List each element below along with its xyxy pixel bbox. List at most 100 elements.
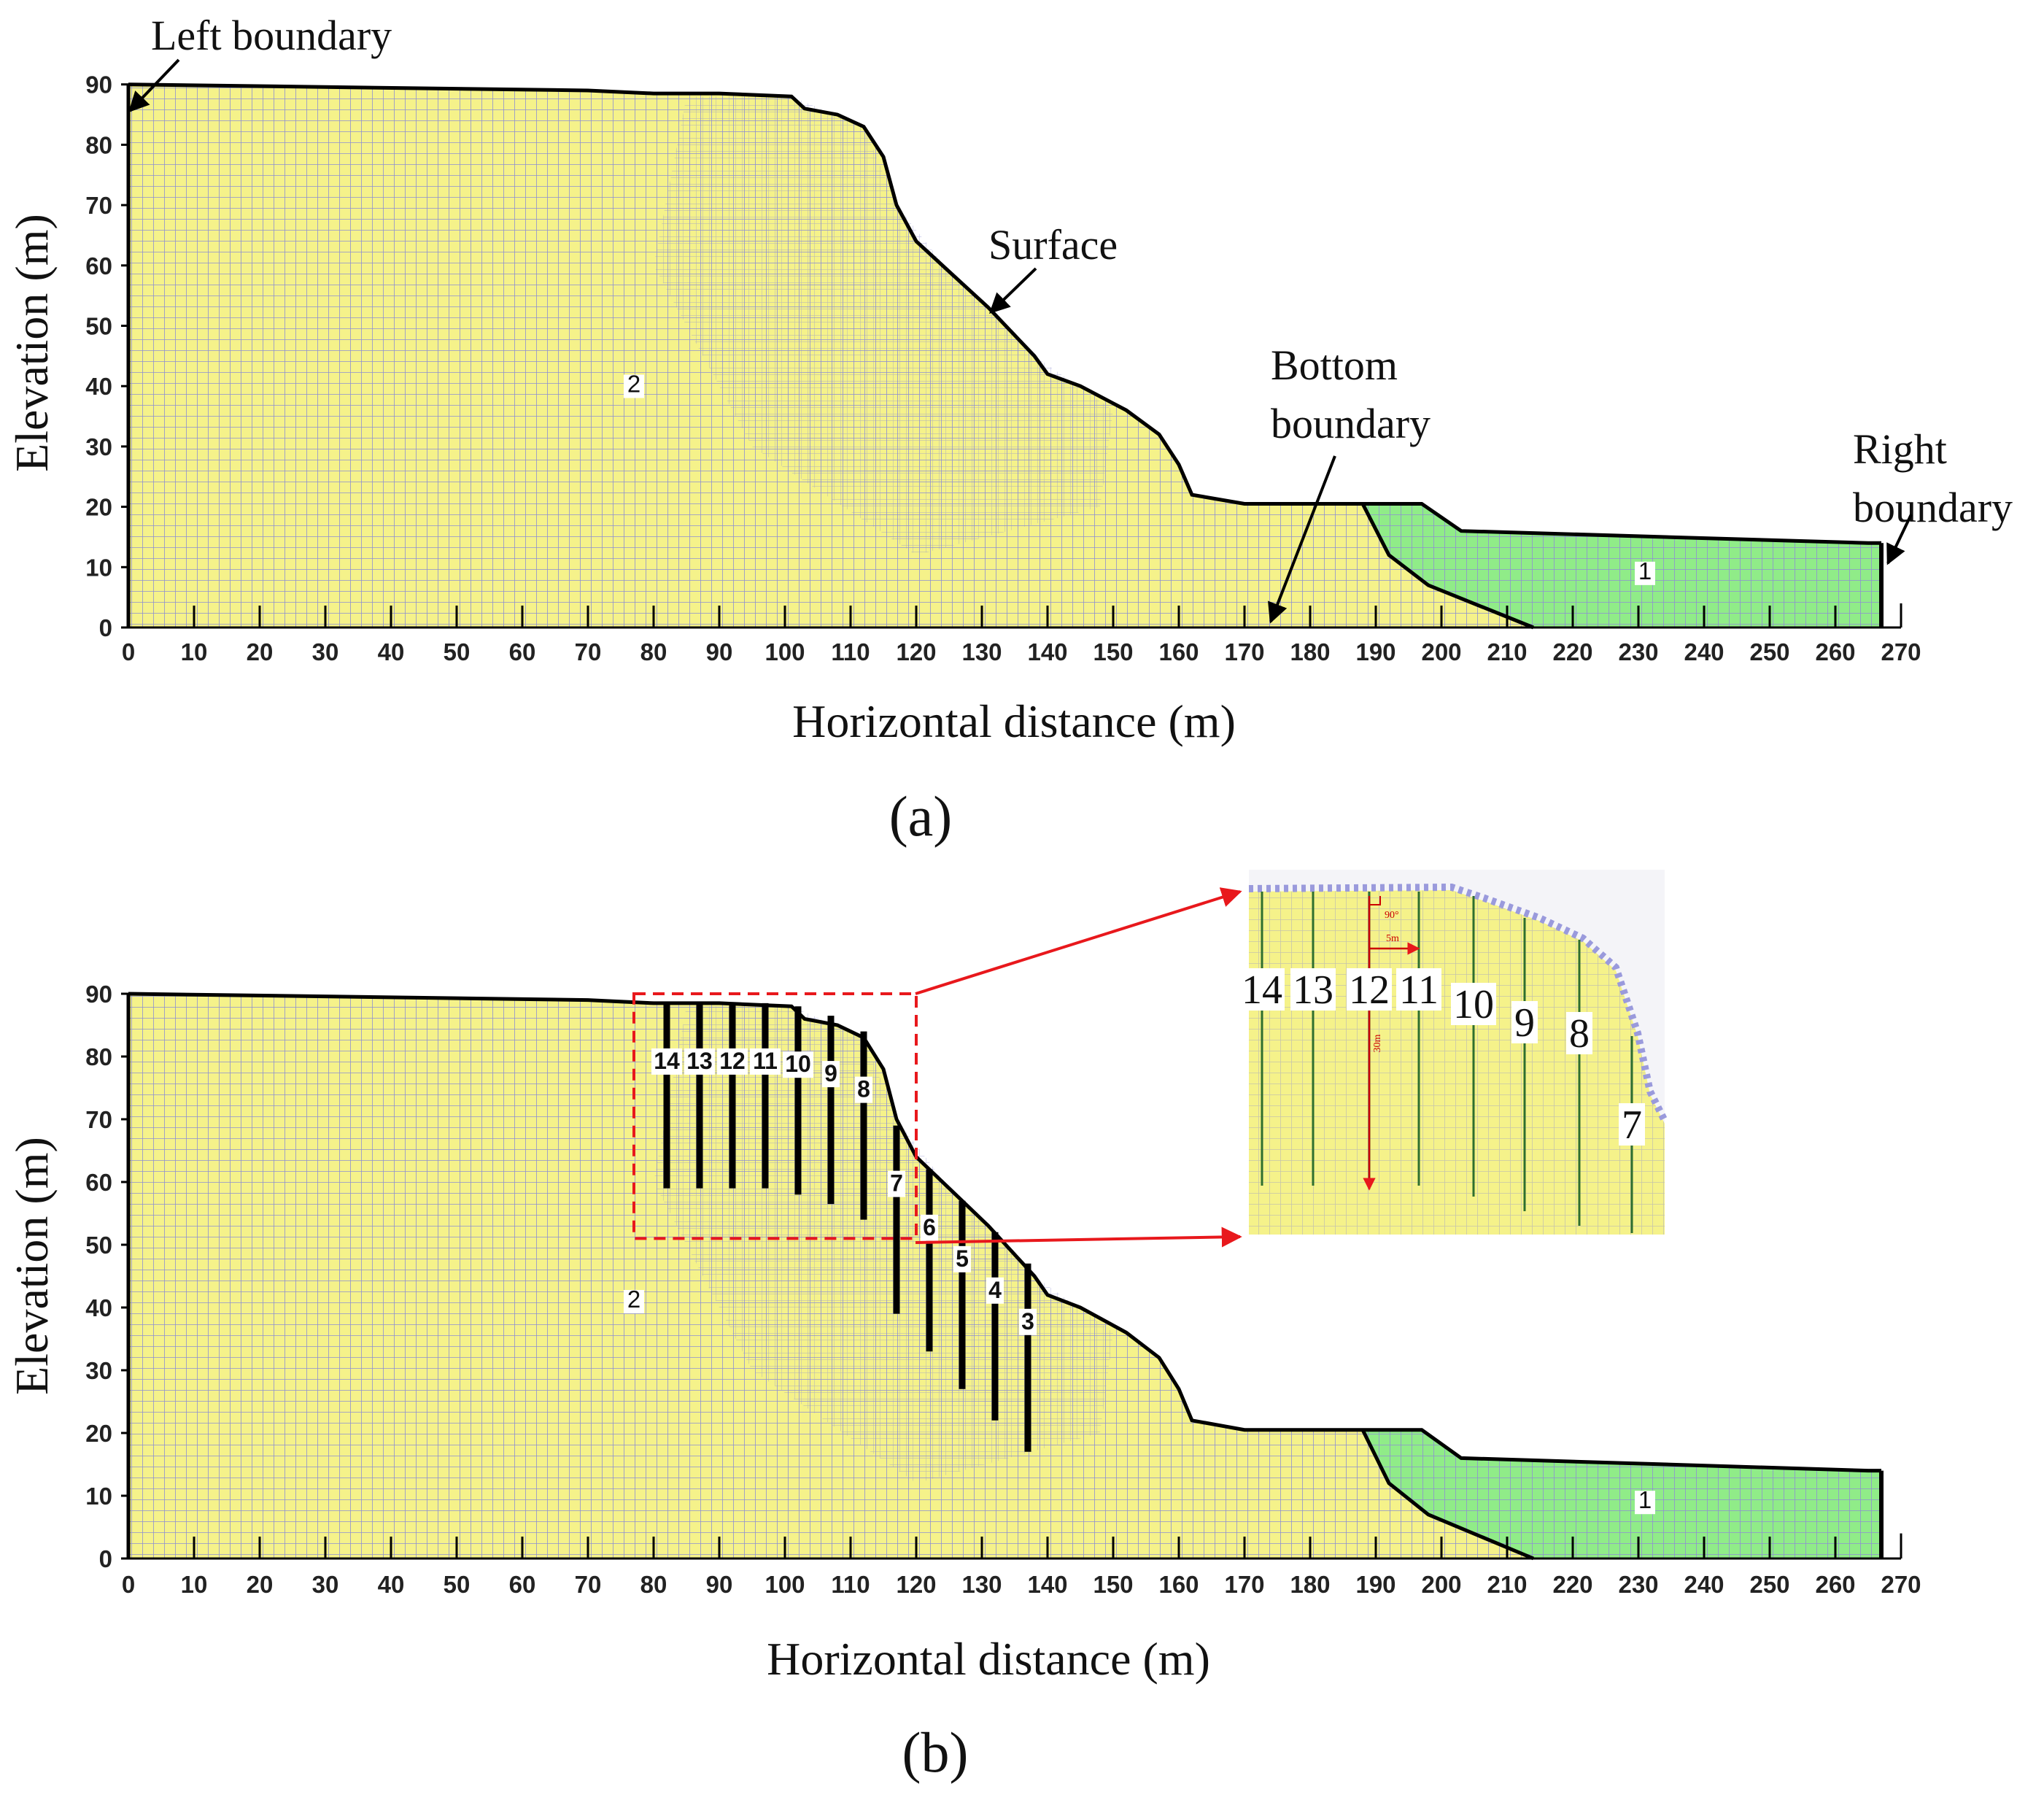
zoom-arrow-top — [915, 887, 1242, 995]
region-label: 1 — [1635, 1486, 1655, 1515]
y-tick-label: 80 — [85, 1043, 112, 1070]
x-tick-label: 180 — [1290, 1571, 1330, 1598]
region-label: 2 — [624, 370, 644, 398]
y-tick-label: 20 — [85, 494, 112, 521]
x-tick-label: 40 — [378, 1571, 405, 1598]
x-tick-label: 0 — [122, 1571, 135, 1598]
y-tick-label: 40 — [85, 373, 112, 400]
svg-text:1: 1 — [1638, 557, 1652, 584]
x-tick-label: 150 — [1093, 1571, 1133, 1598]
y-tick-label: 10 — [85, 554, 112, 581]
x-tick-label: 190 — [1355, 638, 1395, 665]
panel-caption-a: (a) — [889, 784, 953, 848]
inset-surface-loads — [1248, 883, 1668, 1123]
zoom-box — [632, 992, 918, 1240]
inset-label-bg — [1347, 968, 1392, 1011]
axes-b: 0 10 20 30 40 50 60 70 80 90 100 110 120 130 140 150 160… — [85, 981, 1921, 1598]
x-tick-label: 90 — [706, 638, 733, 665]
pile-label: 10 — [783, 1051, 813, 1078]
x-axis-title-b: Horizontal distance (m) — [767, 1633, 1210, 1685]
region-label: 1 — [1635, 557, 1655, 585]
x-tick-label: 220 — [1552, 638, 1592, 665]
zoom-arrow-bottom — [915, 1227, 1242, 1248]
svg-text:3: 3 — [1021, 1308, 1034, 1334]
y-tick-label: 90 — [85, 72, 112, 99]
surface-arrow — [988, 267, 1037, 314]
inset-label-bg — [1290, 968, 1336, 1011]
x-tick-label: 100 — [764, 1571, 805, 1598]
inset-pile-label: 14 — [1242, 967, 1282, 1013]
pile-label: 4 — [986, 1277, 1004, 1304]
x-tick-label: 220 — [1552, 1571, 1592, 1598]
x-tick-label: 270 — [1881, 1571, 1921, 1598]
x-tick-label: 230 — [1618, 638, 1658, 665]
left-boundary-arrow — [128, 58, 180, 113]
x-tick-label: 130 — [961, 1571, 1002, 1598]
pile-label: 12 — [717, 1048, 748, 1075]
x-tick-label: 50 — [444, 1571, 471, 1598]
inset-label-bg — [1511, 1001, 1538, 1043]
x-tick-label: 20 — [247, 1571, 274, 1598]
svg-text:6: 6 — [923, 1214, 936, 1240]
y-tick-label: 10 — [85, 1483, 112, 1510]
x-tick-label: 170 — [1224, 1571, 1264, 1598]
y-axis-title-b: Elevation (m) — [6, 1137, 58, 1395]
x-tick-label: 230 — [1618, 1571, 1658, 1598]
x-tick-label: 200 — [1421, 638, 1461, 665]
x-tick-label: 90 — [706, 1571, 733, 1598]
x-tick-label: 260 — [1815, 638, 1855, 665]
x-tick-label: 160 — [1158, 638, 1199, 665]
inset-label-bg — [1396, 968, 1441, 1011]
y-tick-label: 30 — [85, 433, 112, 460]
x-tick-label: 140 — [1027, 1571, 1067, 1598]
x-tick-label: 110 — [831, 1571, 870, 1598]
y-axis-title-a: Elevation (m) — [6, 214, 58, 472]
svg-text:10: 10 — [785, 1051, 811, 1077]
pile-label: 14 — [651, 1048, 682, 1075]
x-tick-label: 70 — [575, 638, 602, 665]
y-tick-label: 30 — [85, 1357, 112, 1384]
y-tick-label: 70 — [85, 1106, 112, 1133]
x-tick-label: 120 — [896, 638, 936, 665]
rock-interface-line — [1360, 1429, 1534, 1561]
x-tick-label: 100 — [764, 638, 805, 665]
x-tick-label: 10 — [181, 1571, 208, 1598]
left-boundary-label: Left boundary — [151, 12, 392, 59]
x-tick-label: 150 — [1093, 638, 1133, 665]
x-tick-label: 60 — [509, 638, 536, 665]
y-tick-label: 50 — [85, 313, 112, 340]
x-tick-label: 260 — [1815, 1571, 1855, 1598]
x-axis-title-a: Horizontal distance (m) — [792, 695, 1236, 747]
right-boundary-label-line1: Right — [1853, 425, 1947, 473]
inset-pile-label: 9 — [1514, 1000, 1535, 1046]
y-tick-label: 40 — [85, 1294, 112, 1321]
x-tick-label: 40 — [378, 638, 405, 665]
x-tick-label: 110 — [831, 638, 870, 665]
inset-label-bg — [1239, 968, 1285, 1011]
pile-label: 8 — [855, 1076, 872, 1103]
x-tick-label: 250 — [1749, 1571, 1789, 1598]
ground-surface-line — [128, 992, 1881, 1473]
x-tick-label: 240 — [1684, 1571, 1724, 1598]
x-tick-label: 240 — [1684, 638, 1724, 665]
x-tick-label: 160 — [1158, 1571, 1199, 1598]
inset-pile-label: 11 — [1399, 967, 1439, 1013]
svg-text:9: 9 — [824, 1060, 837, 1086]
ground-surface-line — [128, 82, 1881, 545]
x-tick-label: 140 — [1027, 638, 1067, 665]
x-tick-label: 20 — [247, 638, 274, 665]
svg-text:2: 2 — [627, 370, 640, 397]
x-tick-label: 130 — [961, 638, 1002, 665]
inset-dim-90: 90° — [1385, 910, 1399, 921]
x-tick-label: 50 — [444, 638, 471, 665]
y-tick-label: 20 — [85, 1420, 112, 1447]
x-tick-label: 70 — [575, 1571, 602, 1598]
pile-label: 3 — [1019, 1308, 1037, 1335]
bottom-boundary-label-line2: boundary — [1271, 400, 1431, 447]
mesh-refined-zone — [654, 96, 1113, 555]
x-tick-label: 190 — [1355, 1571, 1395, 1598]
inset-pile-label: 8 — [1569, 1011, 1590, 1057]
x-tick-label: 170 — [1224, 638, 1264, 665]
